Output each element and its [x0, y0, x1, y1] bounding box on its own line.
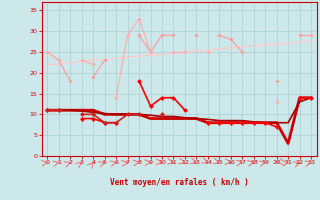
X-axis label: Vent moyen/en rafales ( km/h ): Vent moyen/en rafales ( km/h ): [110, 178, 249, 187]
